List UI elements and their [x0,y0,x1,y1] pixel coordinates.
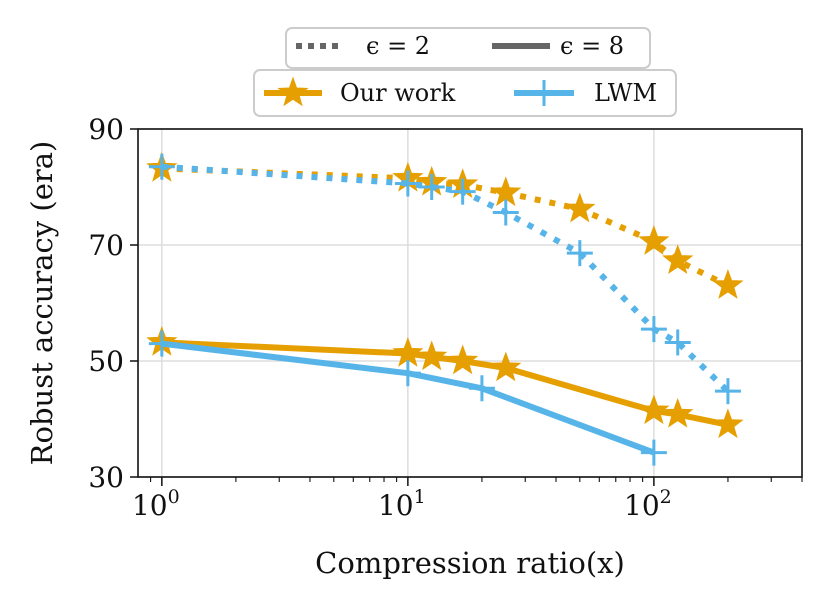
data-point-plus [394,170,421,197]
y-axis-label: Robust accuracy (era) [25,141,59,466]
legend-star-icon [277,76,309,107]
data-point-star [662,397,694,428]
data-point-plus [148,330,175,357]
series-ourwork-eps8 [146,325,744,439]
data-point-star [712,269,744,299]
series-line [161,165,730,289]
legend-plus-icon [531,80,557,106]
data-point-star [447,344,479,375]
data-point-plus [714,378,741,405]
x-tick-label: 102 [624,486,672,522]
legend-method: Our work LWM [253,69,677,117]
data-point-star [662,244,694,274]
data-point-star [712,408,744,439]
data-point-plus [664,329,691,356]
data-point-plus [148,153,175,180]
data-point-star [490,176,522,207]
legend-eps8-label: ϵ = 8 [560,32,624,60]
legend-lwm-label: LWM [594,79,657,107]
x-tick-label: 101 [378,486,426,522]
series-ourwork-eps2 [146,151,744,299]
data-point-plus [468,375,495,402]
data-point-star [564,192,596,223]
legend-plus-marker [531,80,557,106]
series-lwm-eps2 [148,153,741,405]
legend-ourwork-label: Our work [340,79,456,107]
data-point-plus [418,174,445,200]
data-point-plus [394,360,421,387]
data-point-plus [640,439,667,466]
plot-frame [137,128,803,478]
data-point-plus [566,240,593,267]
data-point-star [638,225,670,255]
data-point-star [638,394,670,425]
y-tick-label: 30 [88,461,124,494]
x-tick-label: 100 [132,486,180,522]
series-line [161,340,655,456]
y-tick-label: 90 [88,113,124,146]
y-tick-label: 70 [88,229,124,262]
data-point-plus [449,178,476,205]
data-point-star [490,351,522,382]
legend-linestyle: ϵ = 2 ϵ = 8 [285,27,651,69]
data-point-star [392,337,424,367]
legend-eps2-label: ϵ = 2 [366,32,430,60]
data-point-star [416,340,448,371]
y-tick-label: 50 [88,345,124,378]
series-layer [146,151,744,466]
legend-method-frame [253,69,677,117]
data-point-plus [492,199,519,226]
data-point-plus [640,316,667,343]
legend-star-marker [277,76,309,107]
series-lwm-eps8 [148,330,667,466]
ticks: 30 50 70 90 100 101 102 [88,113,803,522]
legend-linestyle-frame [285,27,651,69]
x-axis-label: Compression ratio(x) [315,546,625,580]
